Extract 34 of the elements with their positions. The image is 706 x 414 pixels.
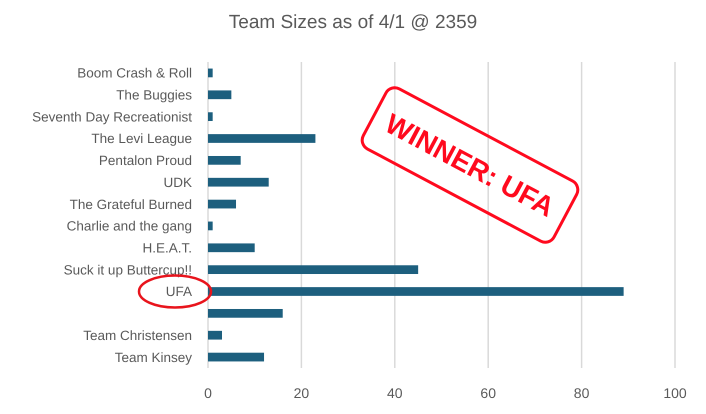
y-tick-label: UDK <box>163 174 192 190</box>
y-tick-label: The Grateful Burned <box>70 196 192 212</box>
x-tick-label: 40 <box>387 385 403 401</box>
x-tick-label: 100 <box>663 385 687 401</box>
y-tick-label: Seventh Day Recreationist <box>32 109 192 124</box>
bar <box>208 330 222 340</box>
bar <box>208 352 264 362</box>
y-tick-label: UFA <box>166 284 192 300</box>
y-tick-label: H.E.A.T. <box>142 240 192 256</box>
bar <box>208 90 232 100</box>
bar <box>208 68 213 78</box>
y-tick-label: Team Christensen <box>83 328 192 343</box>
bar <box>208 265 418 274</box>
bar <box>208 308 283 318</box>
x-tick-label: 80 <box>574 385 590 401</box>
y-tick-label: The Buggies <box>116 88 192 103</box>
y-tick-label: Charlie and the gang <box>66 218 192 234</box>
bar <box>208 243 255 252</box>
y-tick-label: Boom Crash & Roll <box>77 66 192 81</box>
x-tick-label: 60 <box>480 385 496 401</box>
bar <box>208 222 213 230</box>
y-tick-label: The Levi League <box>91 131 192 146</box>
y-tick-label: Pentalon Proud <box>98 153 192 168</box>
y-tick-label: Suck it up Buttercup!! <box>64 262 192 278</box>
x-tick-label: 0 <box>204 385 212 401</box>
x-tick-label: 20 <box>294 385 310 401</box>
bar <box>208 200 236 208</box>
y-tick-label: Team Kinsey <box>114 350 192 365</box>
bar <box>208 156 241 165</box>
chart-title: Team Sizes as of 4/1 @ 2359 <box>228 12 478 33</box>
bar <box>208 178 269 187</box>
bar <box>208 134 316 143</box>
bar <box>208 112 213 122</box>
bar <box>208 287 624 296</box>
